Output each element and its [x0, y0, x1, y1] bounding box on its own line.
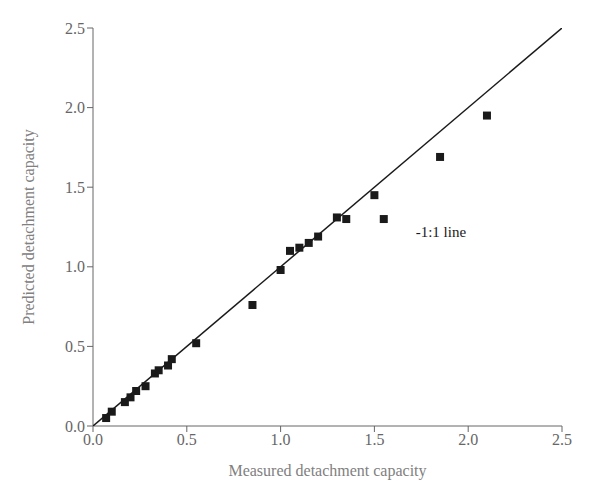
svg-text:Measured detachment capacity: Measured detachment capacity	[228, 462, 426, 480]
svg-text:2.5: 2.5	[552, 431, 572, 448]
svg-text:1.0: 1.0	[65, 258, 85, 275]
svg-text:2.5: 2.5	[65, 20, 85, 37]
svg-text:1.5: 1.5	[364, 431, 384, 448]
svg-text:1.0: 1.0	[271, 431, 291, 448]
svg-text:-1:1 line: -1:1 line	[416, 224, 467, 240]
svg-text:0.0: 0.0	[65, 418, 85, 435]
svg-text:0.5: 0.5	[65, 338, 85, 355]
svg-text:2.0: 2.0	[65, 99, 85, 116]
svg-text:1.5: 1.5	[65, 179, 85, 196]
svg-text:0.5: 0.5	[177, 431, 197, 448]
svg-text:Predicted detachment capacity: Predicted detachment capacity	[20, 129, 38, 324]
svg-text:0.0: 0.0	[83, 431, 103, 448]
svg-text:2.0: 2.0	[458, 431, 478, 448]
